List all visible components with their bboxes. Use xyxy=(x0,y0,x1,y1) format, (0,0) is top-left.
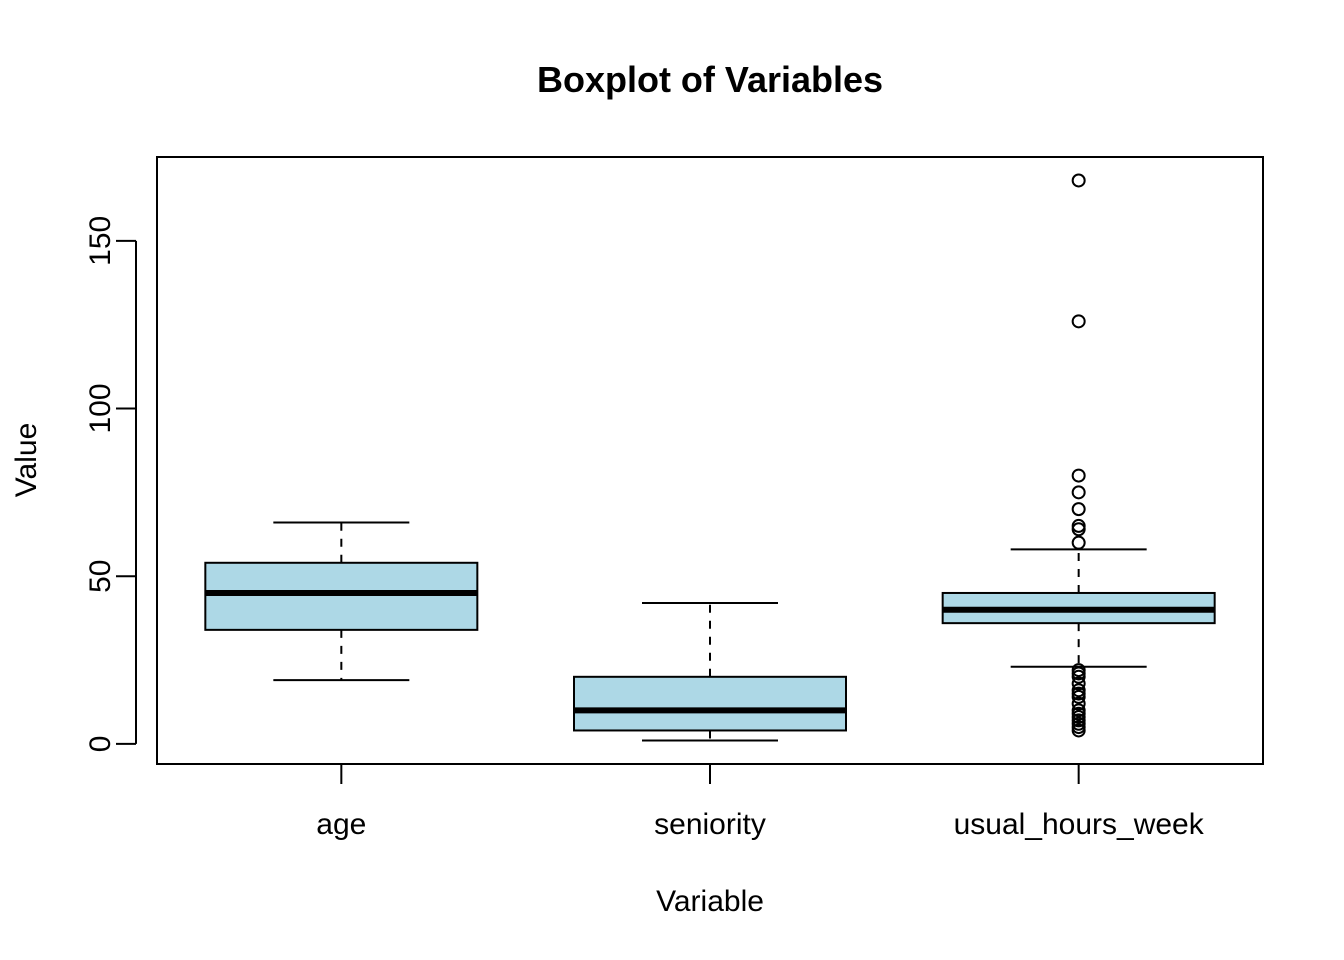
box-usual_hours_week xyxy=(941,173,1216,738)
y-tick-label: 100 xyxy=(84,383,117,433)
outlier-point xyxy=(1071,502,1086,517)
x-axis-label: Variable xyxy=(656,885,764,918)
outlier-point xyxy=(1071,689,1086,704)
iqr-box xyxy=(204,561,479,631)
x-tick-label: usual_hours_week xyxy=(954,808,1205,841)
outlier-point xyxy=(1071,314,1086,329)
y-axis: 0 50 100 150 xyxy=(84,216,137,753)
y-tick-label: 50 xyxy=(84,560,117,593)
outlier-point xyxy=(1071,535,1086,550)
outlier-point xyxy=(1071,723,1086,738)
outlier-point xyxy=(1071,696,1086,711)
outlier-point xyxy=(1071,173,1086,188)
outlier-point xyxy=(1071,676,1086,691)
y-tick-label: 150 xyxy=(84,216,117,266)
y-tick-label: 0 xyxy=(84,736,117,753)
outlier-point xyxy=(1071,669,1086,684)
chart-title: Boxplot of Variables xyxy=(537,59,883,100)
x-axis: age seniority usual_hours_week xyxy=(316,764,1205,841)
outlier-point xyxy=(1071,522,1086,537)
iqr-box xyxy=(573,675,847,732)
boxes-layer xyxy=(204,173,1216,742)
box-age xyxy=(204,521,479,682)
box-seniority xyxy=(573,602,847,742)
outlier-point xyxy=(1071,485,1086,500)
x-tick-label: seniority xyxy=(654,808,766,841)
outlier-point xyxy=(1071,468,1086,483)
x-tick-label: age xyxy=(316,808,366,841)
y-axis-label: Value xyxy=(10,423,43,498)
